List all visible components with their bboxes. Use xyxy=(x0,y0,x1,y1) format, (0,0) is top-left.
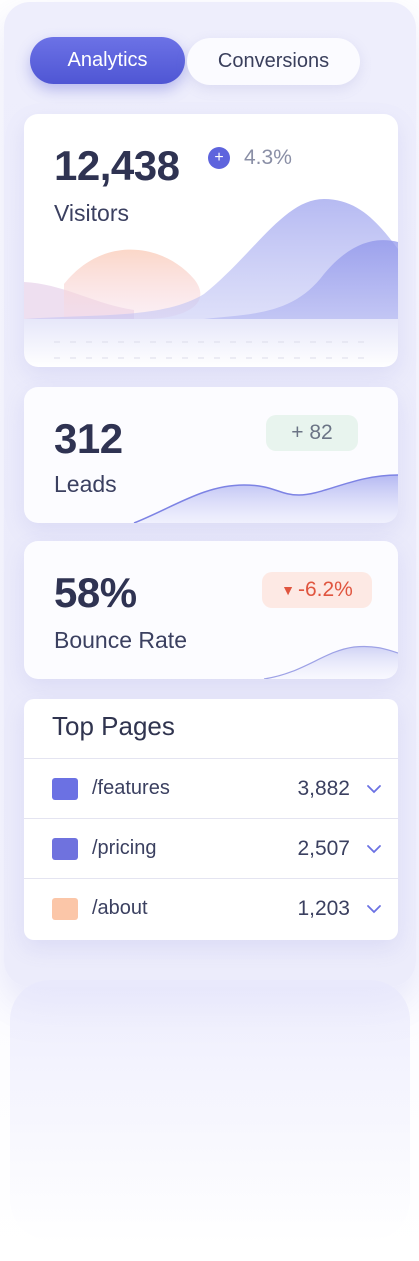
bounce-label: Bounce Rate xyxy=(54,627,187,653)
list-item[interactable]: /pricing 2,507 xyxy=(24,818,398,878)
page-views: 1,203 xyxy=(297,896,350,920)
page-path: /about xyxy=(92,897,148,919)
bounce-change-text: -6.2% xyxy=(298,578,353,601)
page-path: /pricing xyxy=(92,837,157,859)
bounce-rate-card[interactable]: 58% Bounce Rate ▼ -6.2% xyxy=(24,541,398,679)
tab-analytics[interactable]: Analytics xyxy=(30,37,185,84)
color-swatch xyxy=(52,837,78,860)
chevron-down-icon[interactable] xyxy=(366,903,382,915)
chevron-down-icon[interactable] xyxy=(366,843,382,855)
leads-card[interactable]: 312 Leads + 82 xyxy=(24,387,398,523)
color-swatch xyxy=(52,777,78,800)
visitors-value: 12,438 xyxy=(54,142,180,189)
panel-reflection xyxy=(10,980,410,1240)
leads-value: 312 xyxy=(54,415,123,462)
chevron-down-icon[interactable] xyxy=(366,783,382,795)
bounce-value: 58% xyxy=(54,569,137,616)
visitors-change: + 4.3% xyxy=(208,146,292,170)
leads-label: Leads xyxy=(54,471,117,497)
color-swatch xyxy=(52,897,78,920)
page-views: 3,882 xyxy=(297,776,350,800)
top-pages-card: Top Pages /features 3,882 /pricing 2,507… xyxy=(24,699,398,940)
visitors-area-chart xyxy=(24,199,398,367)
list-item[interactable]: /features 3,882 xyxy=(24,758,398,818)
leads-change-badge: + 82 xyxy=(266,415,358,451)
visitors-card[interactable]: 12,438 Visitors + 4.3% xyxy=(24,114,398,367)
page-views: 2,507 xyxy=(297,836,350,860)
page-path: /features xyxy=(92,777,170,799)
visitors-label: Visitors xyxy=(54,200,129,226)
bounce-change-badge: ▼ -6.2% xyxy=(262,572,372,608)
bounce-sparkline xyxy=(263,645,398,679)
top-pages-title: Top Pages xyxy=(52,711,175,741)
plus-circle-icon: + xyxy=(208,147,230,169)
list-item[interactable]: /about 1,203 xyxy=(24,878,398,938)
triangle-down-icon: ▼ xyxy=(281,582,295,598)
tab-bar: Analytics Conversions xyxy=(30,37,360,85)
visitors-change-text: 4.3% xyxy=(244,146,292,169)
leads-sparkline xyxy=(133,474,398,523)
tab-conversions[interactable]: Conversions xyxy=(187,38,360,85)
